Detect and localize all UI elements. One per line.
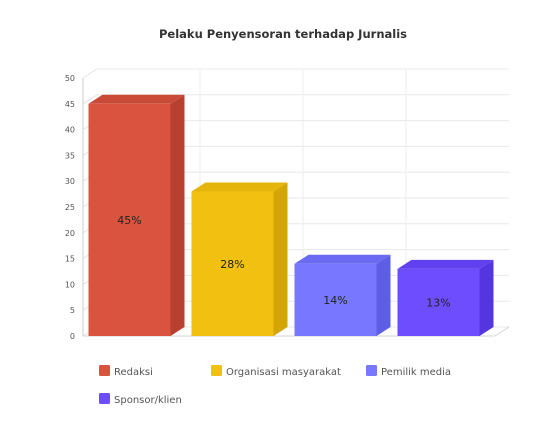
bars: 45% 28% 14% 13%	[88, 94, 494, 336]
legend-swatch	[99, 393, 110, 404]
bar-front	[88, 103, 171, 336]
bar-side	[170, 94, 185, 336]
chart-title: Pelaku Penyensoran terhadap Jurnalis	[159, 27, 407, 41]
bar-2: 28%	[191, 182, 288, 336]
legend-item: Sponsor/klien	[99, 393, 182, 406]
legend-swatch	[366, 365, 377, 376]
y-tick-label: 25	[65, 203, 75, 212]
y-tick-label: 30	[65, 177, 75, 186]
bar-data-label: 45%	[117, 214, 141, 227]
legend-swatch	[99, 365, 110, 376]
bar-top	[191, 182, 288, 192]
bar-front	[397, 268, 480, 336]
legend: Redaksi Organisasi masyarakat Pemilik medi…	[99, 365, 451, 406]
y-tick-label: 15	[65, 255, 75, 264]
floor-edge	[494, 326, 510, 337]
bar-data-label: 13%	[426, 296, 450, 309]
gridline-depth	[82, 68, 98, 79]
gridline-depth	[82, 94, 98, 105]
bar-side	[376, 254, 391, 336]
legend-label: Sponsor/klien	[114, 395, 182, 406]
legend-item: Organisasi masyarakat	[211, 365, 341, 378]
legend-swatch	[211, 365, 222, 376]
bar-4: 13%	[397, 259, 494, 336]
bar-top	[397, 259, 494, 269]
y-tick-label: 40	[65, 126, 75, 135]
y-tick-label: 50	[65, 74, 75, 83]
legend-label: Redaksi	[114, 367, 153, 378]
legend-item: Redaksi	[99, 365, 153, 378]
legend-label: Pemilik media	[381, 367, 451, 378]
bar-1: 45%	[88, 94, 185, 336]
y-tick-label: 10	[65, 280, 75, 289]
bar-side	[273, 182, 288, 336]
bar-top	[294, 254, 391, 264]
bar-3: 14%	[294, 254, 391, 336]
y-tick-label: 20	[65, 229, 75, 238]
bar-side	[479, 259, 494, 336]
bar-data-label: 28%	[220, 258, 244, 271]
bar-top	[88, 94, 185, 104]
bar-front	[191, 191, 274, 336]
y-tick-label: 45	[65, 100, 75, 109]
legend-item: Pemilik media	[366, 365, 451, 378]
bar-data-label: 14%	[323, 294, 347, 307]
y-tick-label: 5	[70, 306, 75, 315]
y-tick-label: 35	[65, 151, 75, 160]
legend-label: Organisasi masyarakat	[226, 367, 341, 378]
bar-front	[294, 263, 377, 336]
y-tick-label: 0	[70, 332, 75, 341]
